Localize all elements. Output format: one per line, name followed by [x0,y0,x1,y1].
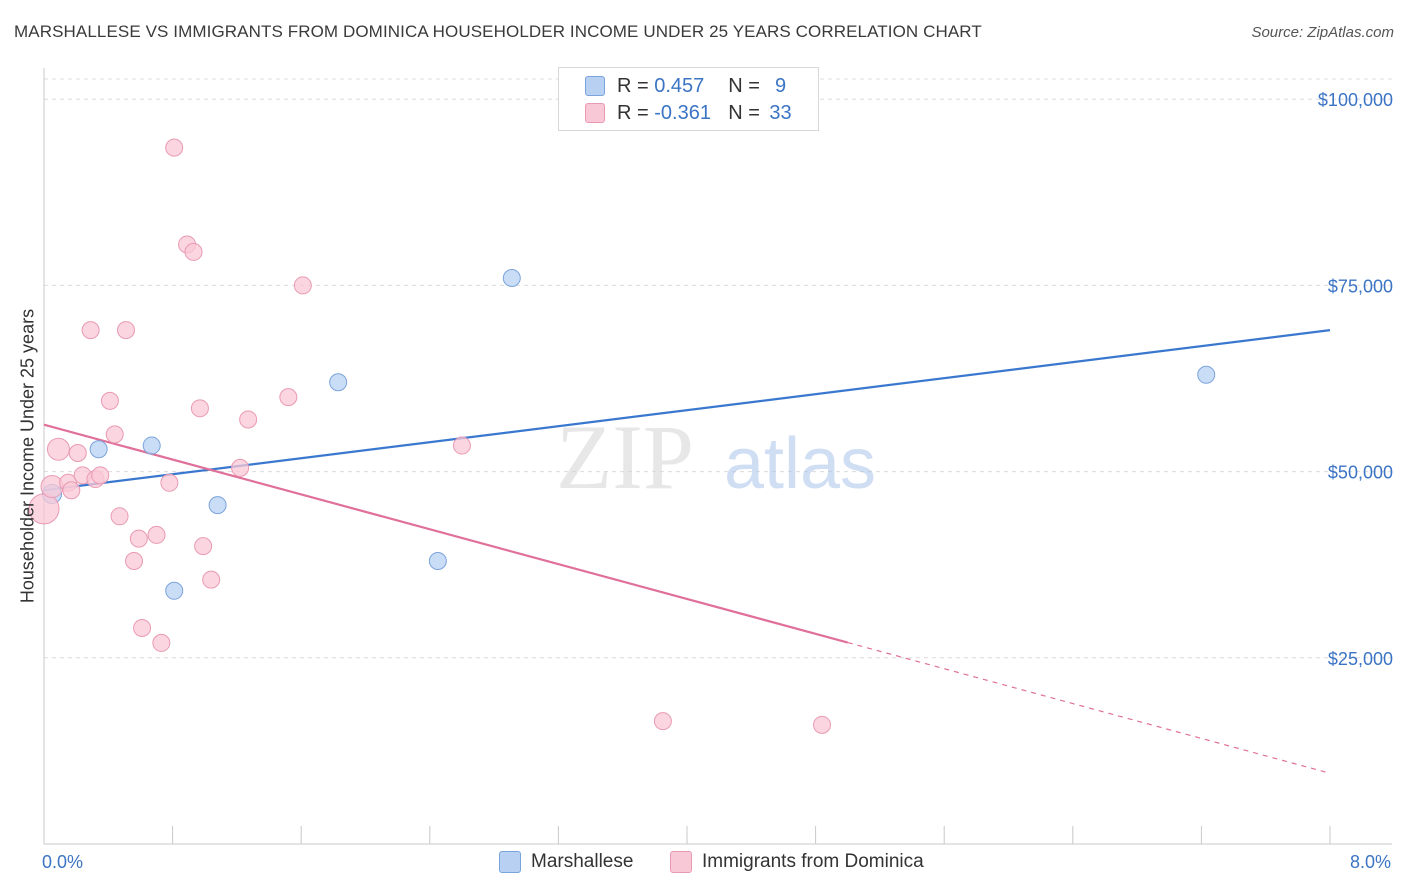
data-point-dominica [293,276,312,295]
data-point-dominica [152,633,171,652]
r-value: -0.361 [654,101,711,124]
data-point-dominica [125,551,144,570]
data-point-dominica [184,242,203,261]
y-tick-label: $75,000 [1328,276,1393,296]
source-label: Source: ZipAtlas.com [1251,24,1394,41]
bottom-legend-swatch-marshallese [499,851,521,873]
data-point-dominica [239,410,258,429]
n-value: 9 [774,74,787,97]
r-value: 0.457 [654,74,705,97]
data-point-dominica [231,458,250,477]
data-point-dominica [129,529,148,548]
r-label: R = [617,74,649,97]
data-point-dominica [133,619,152,638]
bottom-legend-label-dominica: Immigrants from Dominica [702,851,924,872]
data-point-marshallese [208,496,227,515]
data-point-dominica [62,481,81,500]
legend-row-dominica: R = -0.361 N = 33 [585,100,796,126]
data-point-marshallese [428,551,447,570]
bottom-legend-dominica: Immigrants from Dominica [670,851,924,873]
chart-title: MARSHALLESE VS IMMIGRANTS FROM DOMINICA … [14,22,982,41]
data-point-dominica [81,321,100,340]
y-tick-label: $25,000 [1328,649,1393,669]
data-point-dominica [116,321,135,340]
n-value: 33 [769,101,792,124]
y-tick-label: $100,000 [1318,90,1393,110]
data-point-marshallese [1197,365,1216,384]
bottom-legend-label-marshallese: Marshallese [531,851,634,872]
trend-line-0 [43,329,1331,492]
stats-legend: R = 0.457 N = 9 R = -0.361 N = 33 [558,67,819,131]
data-point-dominica [279,388,298,407]
data-point-dominica [160,473,179,492]
y-axis-label: Householder Income Under 25 years [17,308,38,604]
data-point-marshallese [502,268,521,287]
data-point-dominica [100,391,119,410]
data-point-dominica [202,570,221,589]
data-point-dominica [147,525,166,544]
r-label: R = [617,101,649,124]
y-tick-label: $50,000 [1328,463,1393,483]
bottom-legend-swatch-dominica [670,851,692,873]
data-point-dominica [194,537,213,556]
legend-swatch-dominica [585,103,605,123]
data-point-marshallese [165,581,184,600]
data-point-dominica [190,399,209,418]
bottom-legend-marshallese: Marshallese [499,851,633,873]
n-label: N = [728,74,760,97]
trend-line-dashed-1 [847,641,1331,774]
data-point-dominica [813,715,832,734]
data-point-marshallese [89,440,108,459]
watermark-atlas: atlas [724,424,876,504]
watermark-zip: ZIP [556,406,694,508]
data-point-marshallese [142,436,161,455]
data-point-dominica [165,138,184,157]
legend-row-marshallese: R = 0.457 N = 9 [585,73,796,99]
legend-swatch-marshallese [585,76,605,96]
data-point-dominica [452,436,471,455]
trend-line-1 [43,423,849,644]
data-point-dominica [653,712,672,731]
data-point-dominica [91,466,110,485]
x-tick-max: 8.0% [1350,852,1392,872]
x-tick-min: 0.0% [42,852,84,872]
data-point-marshallese [329,373,348,392]
n-label: N = [728,101,760,124]
data-point-dominica [110,507,129,526]
data-point-dominica [105,425,124,444]
data-point-dominica [68,444,87,462]
data-point-dominica [46,437,70,461]
data-point-dominica [40,475,64,499]
